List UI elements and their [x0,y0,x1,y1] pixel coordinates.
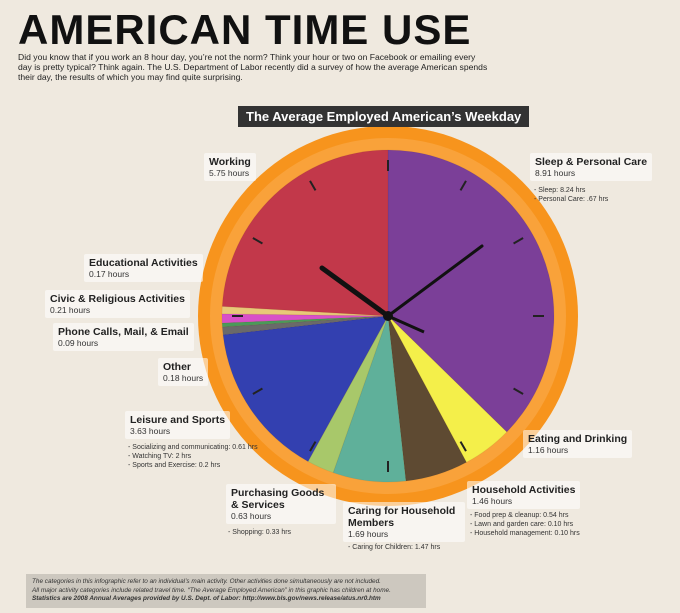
category-label: Purchasing Goods & Services 0.63 hours [226,484,336,524]
second-hand-tail [387,314,425,334]
category-name: Phone Calls, Mail, & Email [58,326,189,338]
category-label: Phone Calls, Mail, & Email 0.09 hours [53,323,194,351]
category-label: Sleep & Personal Care 8.91 hours [530,153,653,181]
clock-tick [309,180,317,191]
detail-line: - Household management: 0.10 hrs [470,530,580,537]
category-label: Educational Activities 0.17 hours [84,254,203,282]
detail-line: - Watching TV: 2 hrs [128,453,192,460]
category-hours: 3.63 hours [130,426,171,436]
category-label: Other 0.18 hours [158,358,209,386]
category-name: Caring for Household Members [348,505,456,529]
pie-slice [307,315,389,474]
chart-subtitle: The Average Employed American’s Weekday [238,106,530,127]
pie-slice [221,315,389,328]
clock-tick [459,441,467,452]
pie-slice [221,315,389,336]
category-hours: 1.16 hours [528,445,569,455]
category-label: Household Activities 1.46 hours [467,481,581,509]
category-name: Leisure and Sports [130,414,226,426]
category-hours: 0.09 hours [58,338,99,348]
clock-tick [252,237,263,245]
category-details: - Socializing and communicating: 0.61 hr… [128,443,258,470]
clock-tick [309,441,317,452]
category-name: Eating and Drinking [528,433,628,445]
category-hours: 1.46 hours [472,496,513,506]
category-hours: 0.17 hours [89,269,130,279]
category-label: Working 5.75 hours [204,153,256,181]
title: AMERICAN TIME USE [18,6,472,53]
category-details: - Food prep & cleanup: 0.54 hrs - Lawn an… [470,511,580,538]
category-name: Household Activities [472,484,576,496]
detail-line: - Socializing and communicating: 0.61 hr… [128,444,258,451]
pie-slice [222,315,389,463]
category-hours: 0.21 hours [50,305,91,315]
detail-line: - Sports and Exercise: 0.2 hrs [128,462,221,469]
detail-line: - Personal Care: .67 hrs [534,196,609,203]
pie-slice [221,313,389,324]
pie-slice [332,315,407,483]
footer-line: All major activity categories include re… [32,586,391,594]
category-name: Educational Activities [89,257,198,269]
category-label: Leisure and Sports 3.63 hours [125,411,231,439]
category-details: - Sleep: 8.24 hrs - Personal Care: .67 hr… [534,186,608,204]
detail-line: - Food prep & cleanup: 0.54 hrs [470,512,569,519]
category-hours: 1.69 hours [348,529,389,539]
pie-slice [387,315,508,463]
clock-tick [252,387,263,395]
category-name: Other [163,361,192,373]
clock-tick [513,387,524,395]
category-hours: 5.75 hours [209,168,250,178]
second-hand [339,281,389,317]
intro: Did you know that if you work an 8 hour … [18,52,488,82]
pie-slice [387,149,555,433]
pie-slice [221,149,389,317]
category-name: Sleep & Personal Care [535,156,648,168]
detail-line: - Lawn and garden care: 0.10 hrs [470,521,574,528]
footer-line: The categories in this infographic refer… [32,578,381,585]
category-name: Purchasing Goods & Services [231,487,325,511]
detail-line: - Shopping: 0.33 hrs [228,529,292,536]
category-name: Civic & Religious Activities [50,293,185,305]
detail-line: - Sleep: 8.24 hrs [534,187,586,194]
category-label: Caring for Household Members 1.69 hours [343,502,465,542]
category-hours: 8.91 hours [535,168,576,178]
pie-slice [387,315,468,482]
category-details: - Caring for Children: 1.47 hrs [348,543,440,552]
detail-line: - Caring for Children: 1.47 hrs [348,544,441,551]
category-name: Working [209,156,251,168]
category-hours: 0.63 hours [231,511,272,521]
footer: The categories in this infographic refer… [26,574,426,608]
clock-tick [459,180,467,191]
clock-pin [383,311,393,321]
category-label: Eating and Drinking 1.16 hours [523,430,633,458]
category-label: Civic & Religious Activities 0.21 hours [45,290,190,318]
category-details: - Shopping: 0.33 hrs [228,528,291,537]
pie-slice [221,305,389,317]
footer-line: Statistics are 2008 Annual Averages prov… [32,595,381,603]
category-hours: 0.18 hours [163,373,204,383]
clock-tick [513,237,524,245]
minute-hand [386,244,484,318]
